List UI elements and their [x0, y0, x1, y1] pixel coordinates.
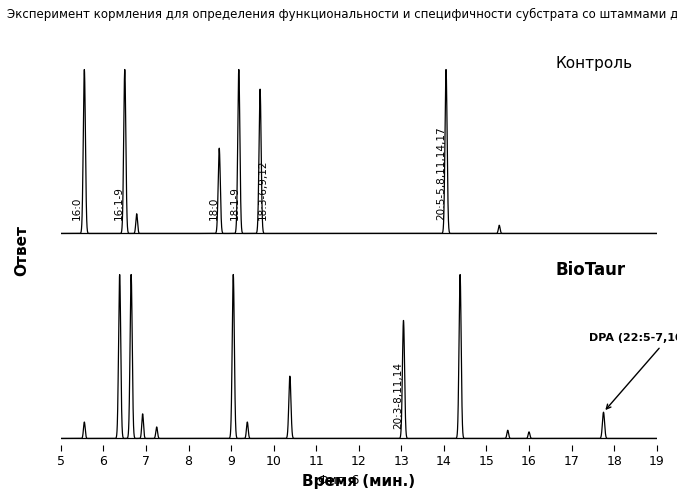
Text: 16:1-9: 16:1-9	[114, 186, 124, 220]
Text: 18:3-6,9,12: 18:3-6,9,12	[258, 160, 268, 220]
Text: 18:0: 18:0	[209, 197, 219, 220]
Text: Контроль: Контроль	[555, 56, 632, 71]
Text: 16:0: 16:0	[72, 197, 82, 220]
Text: Ответ: Ответ	[14, 224, 29, 276]
X-axis label: Время (мин.): Время (мин.)	[302, 474, 416, 489]
Text: DPA (22:5-7,10,14,17,19): DPA (22:5-7,10,14,17,19)	[588, 334, 677, 409]
Text: 20:5-5,8,11,14,17: 20:5-5,8,11,14,17	[436, 126, 446, 220]
Text: BioTaur: BioTaur	[555, 261, 626, 279]
Text: 20:3-8,11,14: 20:3-8,11,14	[393, 362, 403, 428]
Text: 18:1-9: 18:1-9	[230, 186, 240, 220]
Text: Фиг. 6: Фиг. 6	[318, 474, 359, 488]
Text: Эксперимент кормления для определения функциональности и специфичности субстрата: Эксперимент кормления для определения фу…	[7, 8, 677, 20]
